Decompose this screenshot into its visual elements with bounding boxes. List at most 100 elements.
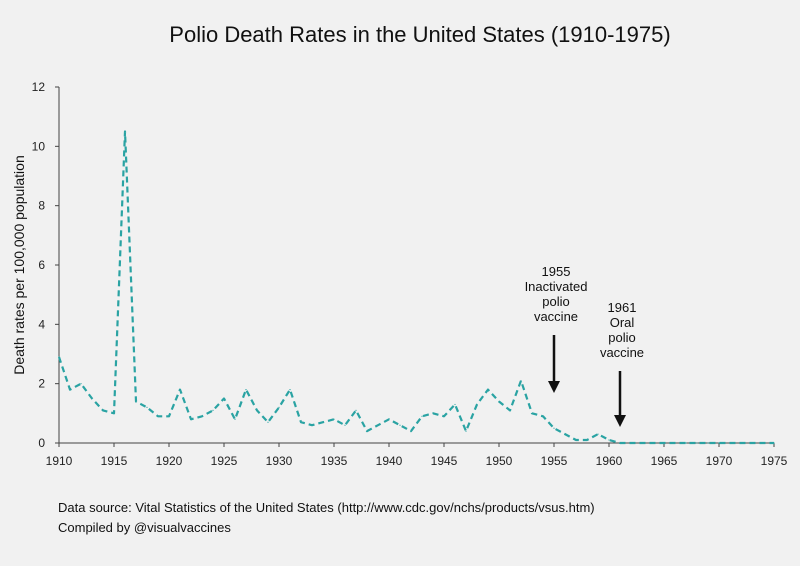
data-point [58,356,60,358]
data-point [245,389,247,391]
y-tick-label: 2 [38,377,45,391]
data-point [531,412,533,414]
x-tick-label: 1945 [431,454,458,468]
data-point [696,442,698,444]
y-axis-title: Death rates per 100,000 population [11,155,27,375]
data-point [685,442,687,444]
x-tick-label: 1955 [541,454,568,468]
data-point [762,442,764,444]
x-tick-label: 1930 [266,454,293,468]
x-tick-label: 1965 [651,454,678,468]
x-tick-label: 1920 [156,454,183,468]
data-point [135,400,137,403]
data-point [234,418,236,420]
annotation-label: 1961 [608,300,637,315]
data-point [641,442,643,444]
data-point [443,415,445,417]
annotation-label: vaccine [534,309,578,324]
data-point [333,418,335,420]
data-point [509,409,511,411]
x-tick-label: 1960 [596,454,623,468]
data-point [421,415,423,417]
data-point [465,430,467,432]
data-point [707,442,709,444]
x-tick-label: 1935 [321,454,348,468]
x-tick-label: 1950 [486,454,513,468]
data-point [751,442,753,444]
data-point [663,442,665,444]
data-point [454,403,456,406]
data-point [69,389,71,391]
data-point [212,409,214,411]
annotation-label: 1955 [542,264,571,279]
x-tick-label: 1915 [101,454,128,468]
annotation-label: Oral [610,315,635,330]
x-tick-label: 1975 [761,454,788,468]
data-point [201,415,203,417]
data-point [498,400,500,403]
y-tick-label: 4 [38,317,45,331]
x-tick-label: 1925 [211,454,238,468]
data-point [399,424,401,426]
data-point [278,406,280,408]
data-point [102,409,104,411]
data-point [487,389,489,391]
y-tick-label: 8 [38,199,45,213]
data-point [80,383,82,385]
data-point [553,427,555,429]
series-line [57,130,774,445]
data-point [619,442,621,444]
data-point [300,421,302,423]
data-point [256,409,258,411]
annotation-label: polio [542,294,569,309]
credit-note: Compiled by @visualvaccines [58,520,231,535]
data-point [718,442,720,444]
data-point [674,442,676,444]
x-tick-label: 1970 [706,454,733,468]
data-point [311,424,313,426]
data-point [476,403,478,406]
data-point [157,415,159,417]
data-point [575,439,577,441]
data-point [652,442,654,444]
annotation-arrow-head [548,381,560,393]
data-point [113,412,115,414]
data-point [773,442,775,444]
data-point [168,415,170,417]
data-point [729,442,731,444]
data-point [520,380,522,382]
data-point [564,433,566,435]
x-tick-label: 1910 [46,454,73,468]
data-point [223,397,225,400]
annotation-label: polio [608,330,635,345]
data-point [146,406,148,408]
data-point [542,415,544,417]
data-point [388,418,390,420]
data-point [410,430,412,432]
data-point [289,389,291,391]
data-point [377,424,379,426]
data-point [190,418,192,420]
y-tick-label: 12 [32,80,46,94]
data-point [630,442,632,444]
y-tick-label: 10 [32,139,46,153]
data-point [91,397,93,400]
data-point [355,409,357,411]
data-point [432,412,434,414]
data-source-note: Data source: Vital Statistics of the Uni… [58,500,595,515]
annotation-arrow-head [614,415,626,427]
data-point [586,439,588,441]
footer: Data source: Vital Statistics of the Uni… [58,498,595,538]
y-tick-label: 6 [38,258,45,272]
x-tick-label: 1940 [376,454,403,468]
y-tick-label: 0 [38,436,45,450]
data-point [344,424,346,426]
data-point [740,442,742,444]
annotation-label: Inactivated [525,279,588,294]
chart-title: Polio Death Rates in the United States (… [169,22,671,47]
data-point [608,439,610,441]
data-point [267,421,269,423]
data-point [597,433,599,435]
data-point [124,130,126,133]
